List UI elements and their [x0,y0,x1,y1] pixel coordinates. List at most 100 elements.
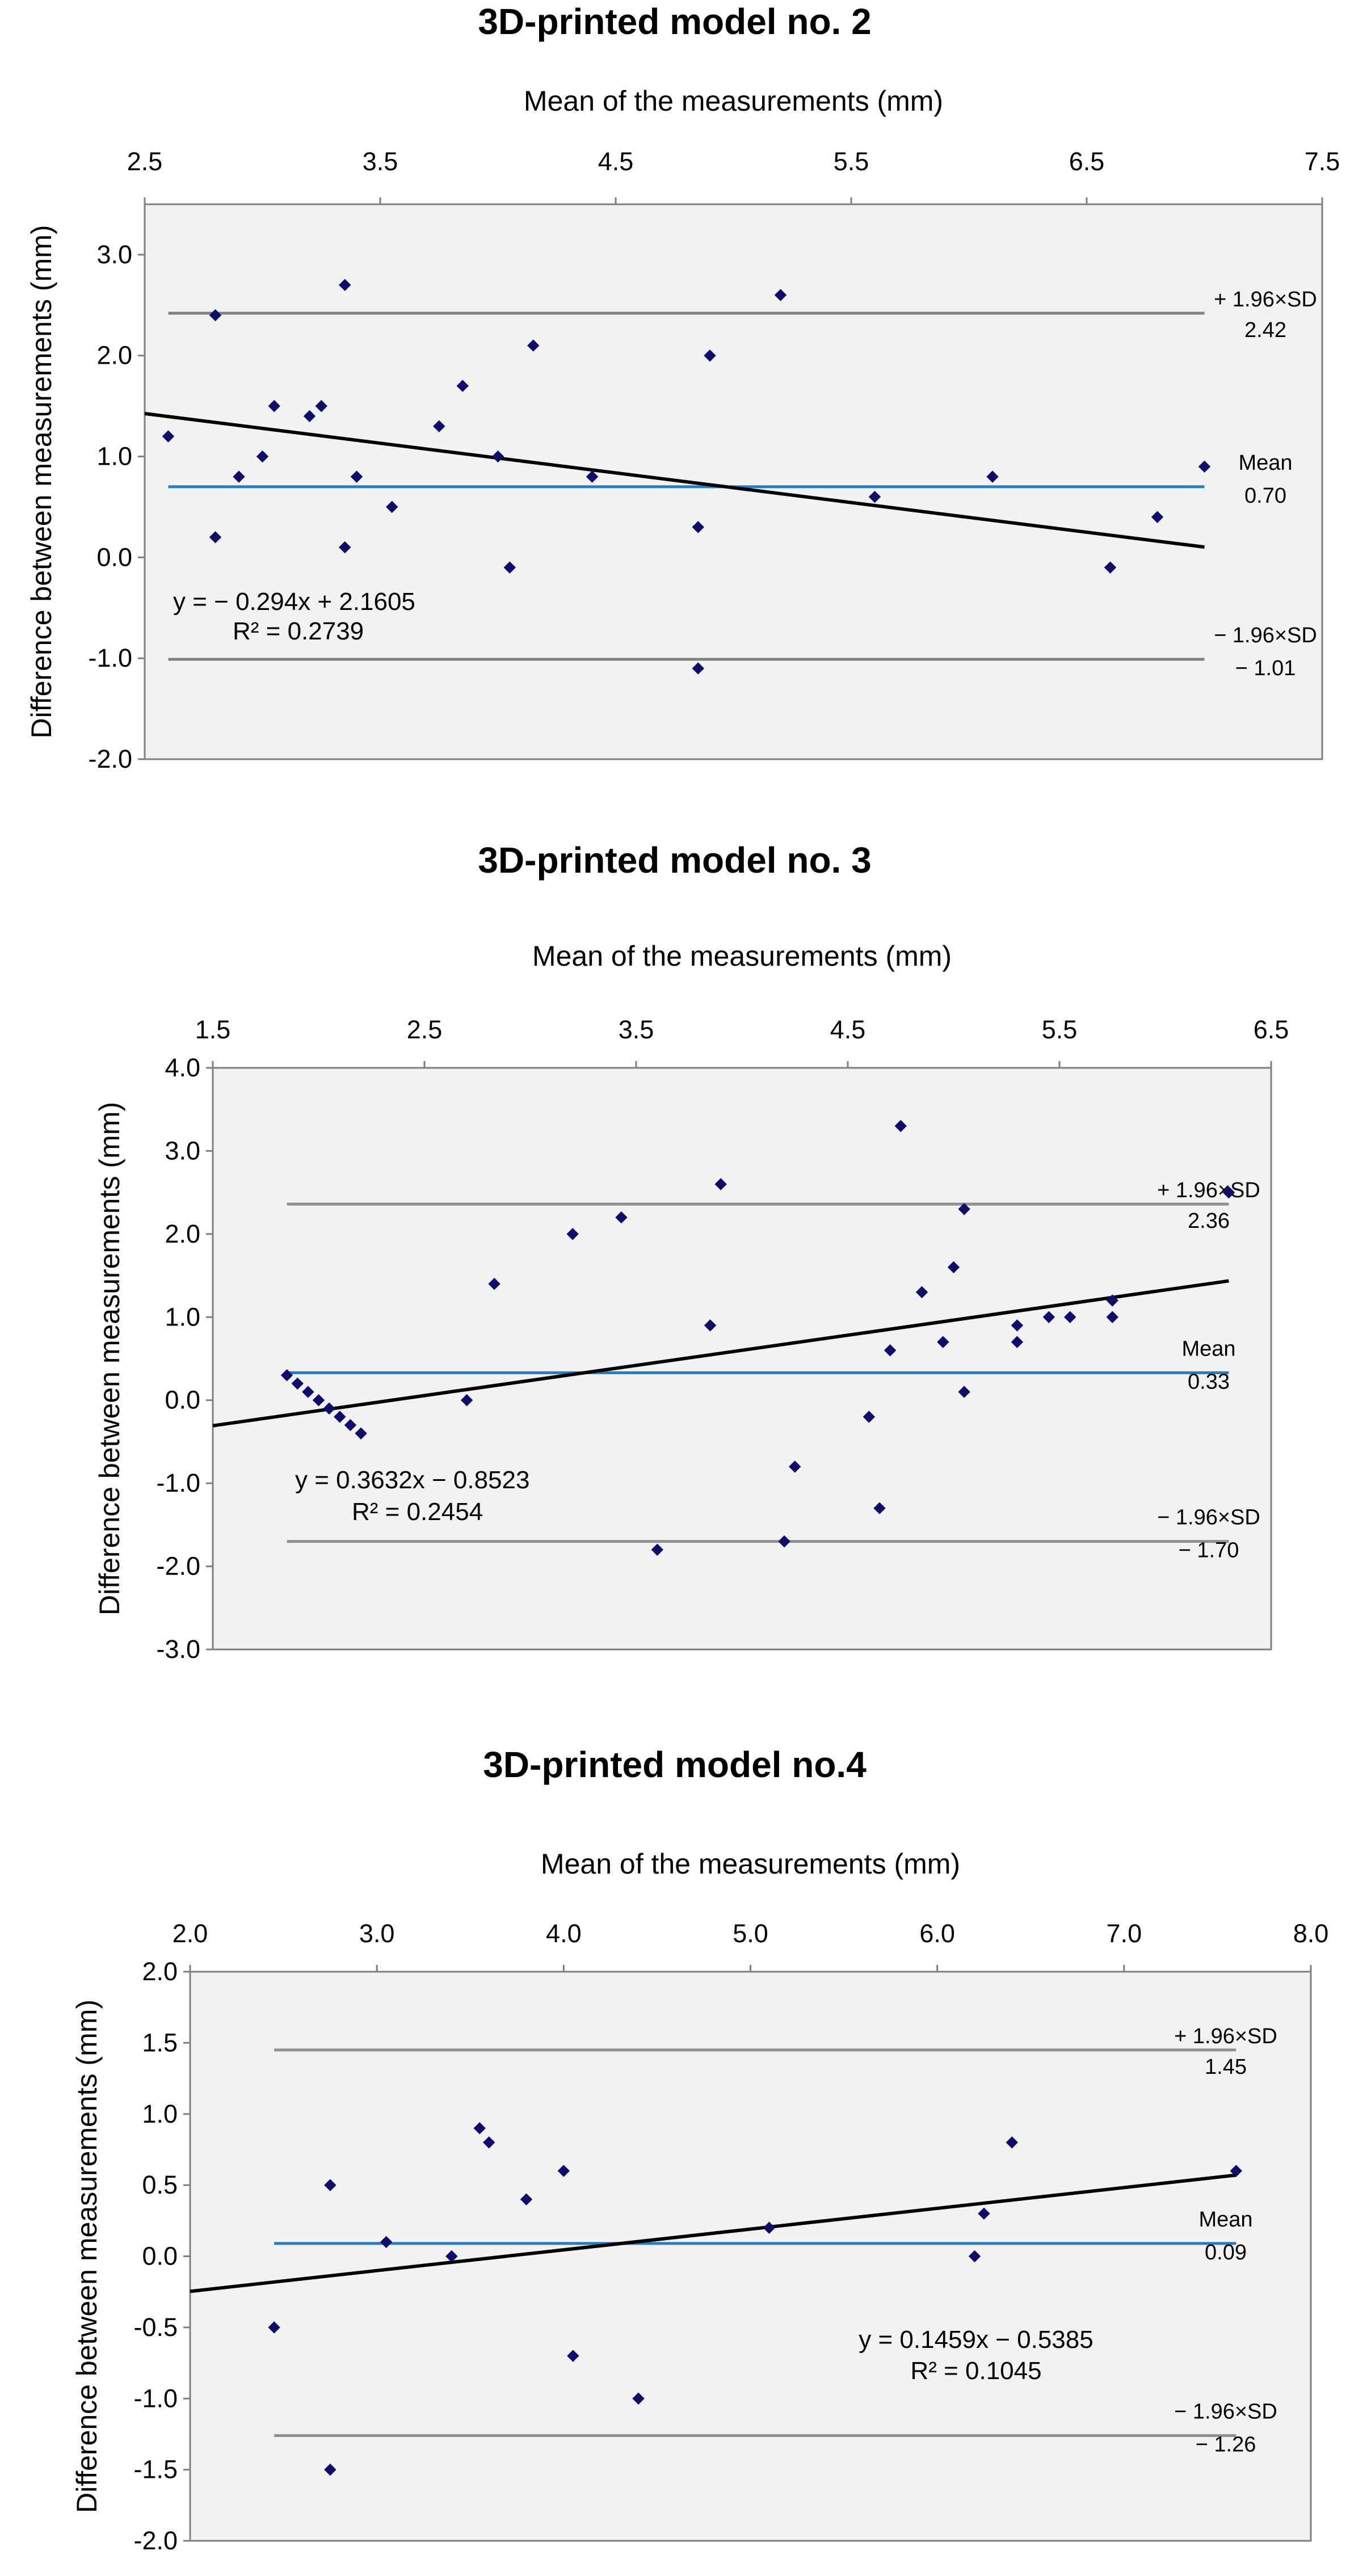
y-axis-label: Difference between measurements (mm) [71,2000,103,2513]
y-tick-label: 4.0 [165,1053,200,1082]
regression-r2: R² = 0.2454 [352,1498,483,1526]
data-point [303,410,316,423]
data-point [615,1211,628,1224]
data-point [884,1344,897,1357]
mean-label: Mean [1181,1337,1235,1361]
x-tick-label: 5.5 [1042,1015,1078,1044]
y-tick-label: -2.0 [88,744,132,773]
data-point [527,339,540,352]
data-point [334,1411,346,1423]
data-point [704,350,716,362]
data-point [873,1502,886,1514]
y-tick-label: -2.0 [156,1552,200,1581]
data-point [324,2179,337,2191]
data-point [1063,1311,1076,1323]
chart-2: 3D-printed model no. 3 Mean of the measur… [94,840,1289,1664]
x-tick-label: 2.0 [173,1919,208,1948]
y-tick-label: 1.0 [165,1302,200,1331]
x-tick-label: 6.5 [1069,147,1105,176]
x-tick-label: 4.0 [546,1919,582,1948]
data-point [1011,1319,1024,1332]
plot-area [189,1971,1312,2542]
data-point [763,2221,776,2234]
data-point [789,1460,801,1473]
data-point [268,2321,280,2334]
x-tick-label: 7.5 [1305,147,1340,176]
plot-area [144,203,1323,760]
data-point [302,1386,314,1398]
y-axis-label: Difference between measurements (mm) [26,225,57,739]
data-point [692,521,704,533]
data-point [344,1419,357,1432]
y-tick-label: 3.0 [96,240,132,269]
y-tick-label: 0.5 [142,2170,178,2199]
mean-label: Mean [1238,451,1292,475]
x-tick-label: 1.5 [195,1015,231,1044]
data-point [520,2193,533,2205]
y-tick-label: 2.0 [165,1219,200,1248]
upper-loa-value: 2.36 [1188,1209,1230,1233]
data-point [714,1178,727,1190]
x-tick-label: 3.0 [359,1919,395,1948]
regression-line [190,2173,1237,2293]
upper-loa-value: 2.42 [1244,318,1286,342]
x-tick-label: 3.5 [619,1015,654,1044]
y-tick-label: -2.0 [133,2526,178,2555]
data-point [209,531,222,544]
data-point [692,662,704,675]
y-tick-label: 0.0 [165,1386,200,1415]
data-point [557,2165,570,2177]
chart-title: 3D-printed model no. 2 [478,1,871,42]
lower-loa-label: − 1.96×SD [1157,1506,1260,1530]
data-point [380,2236,393,2249]
mean-value: 0.70 [1244,484,1286,508]
y-tick-label: 1.0 [96,442,132,471]
data-point [291,1377,304,1390]
data-point [1011,1336,1024,1348]
y-tick-label: -1.5 [133,2455,178,2484]
y-tick-label: 1.5 [142,2028,178,2057]
data-point [339,541,351,554]
x-tick-label: 4.5 [830,1015,866,1044]
data-point [482,2136,495,2149]
data-point [566,1228,579,1240]
lower-loa-label: − 1.96×SD [1174,2400,1277,2423]
data-point [456,380,469,392]
data-point [268,399,280,413]
data-point [1151,511,1164,523]
upper-loa-value: 1.45 [1205,2055,1247,2079]
x-tick-label: 5.5 [834,147,869,176]
y-tick-label: 1.0 [142,2099,178,2128]
data-point [386,500,398,513]
y-tick-label: 0.0 [96,542,132,571]
data-point [1222,1186,1235,1199]
regression-equation: y = 0.3632x − 0.8523 [295,1466,529,1494]
data-point [162,430,175,443]
lower-loa-label: − 1.96×SD [1214,624,1317,647]
upper-loa-label: + 1.96×SD [1157,1178,1260,1202]
data-point [488,1278,501,1290]
data-point [947,1261,960,1274]
data-point [1006,2136,1019,2149]
plot-area [212,1067,1272,1651]
x-tick-label: 2.5 [127,147,163,176]
chart-3: 3D-printed model no.4 Mean of the measure… [71,1744,1328,2555]
data-point [567,2350,579,2362]
x-tick-label: 6.5 [1254,1015,1289,1044]
regression-line [144,411,1205,549]
lower-loa-value: − 1.70 [1179,1539,1239,1563]
y-tick-label: -1.0 [156,1468,200,1497]
data-point [968,2250,981,2263]
data-point [863,1411,876,1423]
data-point [704,1319,717,1332]
data-point [445,2250,458,2263]
data-point [586,470,599,483]
chart-title: 3D-printed model no. 3 [478,840,871,881]
x-tick-label: 6.0 [919,1919,955,1948]
data-point [1104,561,1117,574]
data-point [503,561,516,574]
y-axis-label: Difference between measurements (mm) [94,1102,125,1615]
data-point [1230,2165,1243,2177]
